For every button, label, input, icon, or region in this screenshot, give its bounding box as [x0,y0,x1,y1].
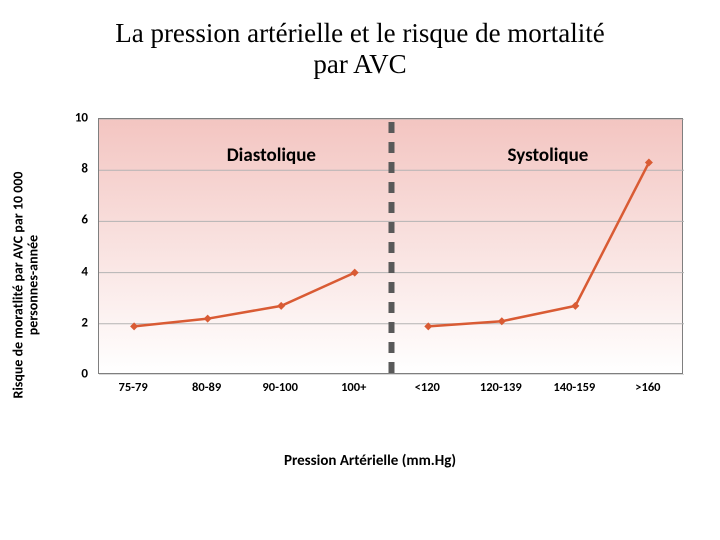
x-tick: 140-159 [553,380,595,395]
x-tick: >160 [635,380,660,395]
title-line-1: La pression artérielle et le risque de m… [0,18,720,49]
x-tick: 80-89 [192,380,221,395]
y-axis-title-l2: personnes-année [25,235,42,335]
x-tick: <120 [415,380,440,395]
chart-svg [99,119,684,375]
y-tick: 6 [58,213,88,228]
y-tick: 8 [58,162,88,177]
title-line-2: par AVC [0,49,720,80]
chart: Risque de moratlité par AVC par 10 000 p… [50,110,690,460]
plot-area [98,118,683,374]
x-tick: 100+ [341,380,366,395]
x-tick: 120-139 [480,380,522,395]
y-tick: 4 [58,264,88,279]
series-label: Systolique [508,144,589,167]
x-tick: 90-100 [262,380,298,395]
y-tick: 0 [58,367,88,382]
x-tick: 75-79 [119,380,148,395]
series-label: Diastolique [227,144,316,167]
y-tick: 2 [58,315,88,330]
y-axis-title: Risque de moratlité par AVC par 10 000 p… [11,155,42,415]
y-tick: 10 [58,111,88,126]
page-title: La pression artérielle et le risque de m… [0,0,720,80]
x-axis-title: Pression Artérielle (mm.Hg) [50,452,690,470]
